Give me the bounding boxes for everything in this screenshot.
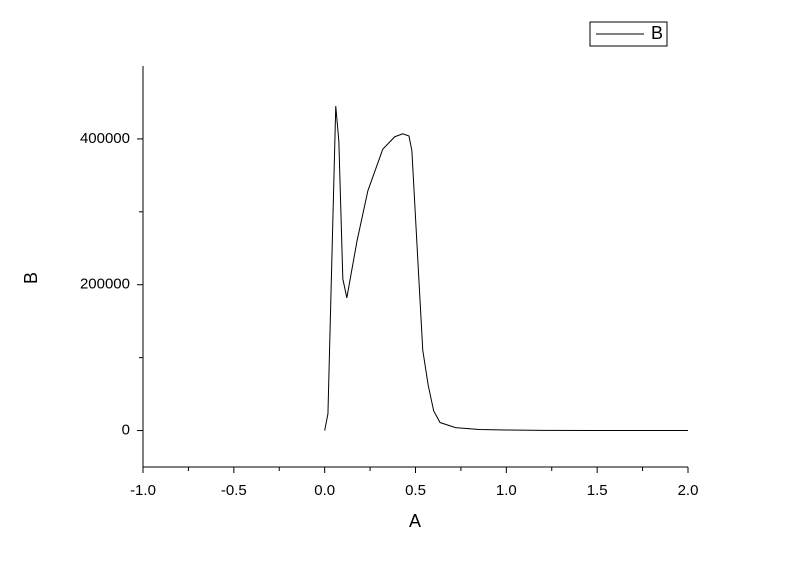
x-tick-label: 0.0 [314, 482, 335, 499]
x-tick-label: -1.0 [130, 482, 156, 499]
y-axis-label: B [21, 272, 41, 284]
x-tick-label: 0.5 [405, 482, 426, 499]
y-tick-label: 0 [122, 422, 130, 439]
x-axis-label: A [409, 511, 421, 531]
y-tick-label: 400000 [80, 130, 130, 147]
x-tick-label: -0.5 [221, 482, 247, 499]
y-tick-label: 200000 [80, 276, 130, 293]
x-tick-label: 1.0 [496, 482, 517, 499]
line [324, 106, 689, 432]
legend-label: B [651, 23, 663, 43]
x-tick-label: 2.0 [678, 482, 699, 499]
x-tick-label: 1.5 [587, 482, 608, 499]
